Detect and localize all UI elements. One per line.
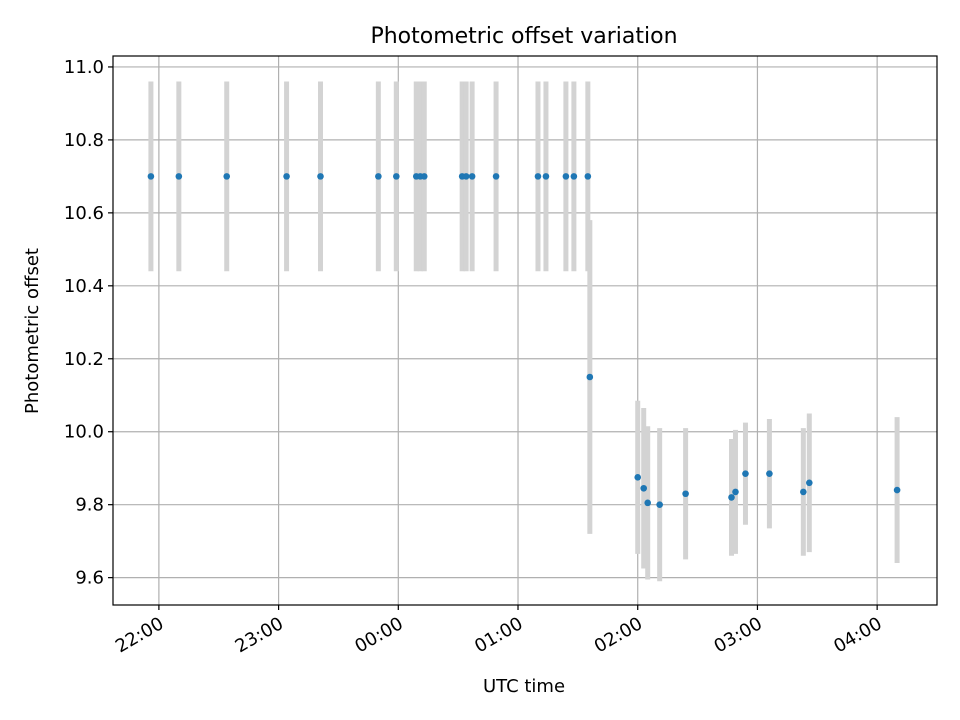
error-bars [148,81,900,582]
x-tick-label: 03:00 [711,613,766,657]
x-axis-label: UTC time [483,676,565,697]
data-point [656,501,663,508]
plot-frame [112,55,938,606]
data-point [742,470,749,477]
y-tick-label: 9.8 [75,495,104,516]
data-point [682,490,689,498]
x-tick-label: 23:00 [232,613,287,657]
data-point [420,173,428,180]
grid [113,56,937,605]
x-tick-label: 04:00 [830,613,885,657]
data-point [375,173,382,180]
data-point [223,173,231,180]
data-point [468,173,476,180]
x-axis-ticks: 22:00 23:00 00:00 01:00 02:00 03:00 04:00 [112,605,886,657]
data-point [175,173,183,180]
data-points [147,173,901,508]
data-point [562,173,570,180]
data-point [462,173,470,180]
data-point [586,373,594,381]
data-point [584,173,592,180]
y-tick-label: 10.6 [64,203,104,224]
data-point [534,173,542,180]
chart-title: Photometric offset variation [370,24,677,49]
data-point [542,173,550,180]
y-axis-ticks: 9.6 9.8 10.0 10.2 10.4 10.6 10.8 11.0 [64,57,113,589]
y-tick-label: 11.0 [64,57,104,78]
x-tick-label: 01:00 [471,613,526,657]
data-point [317,173,324,180]
data-point [570,173,578,180]
y-tick-label: 9.6 [75,568,104,589]
data-point [732,488,739,496]
x-tick-label: 22:00 [112,613,167,657]
data-point [492,173,500,180]
data-point [800,488,807,496]
x-tick-label: 02:00 [591,613,646,657]
data-point [634,474,642,481]
data-point [766,470,773,477]
x-tick-label: 00:00 [351,613,406,657]
data-point [728,494,735,501]
data-point [393,173,400,180]
data-point [644,499,652,507]
data-point [806,479,813,487]
y-tick-label: 10.8 [64,130,104,151]
data-point [147,173,155,180]
y-tick-label: 10.2 [64,349,104,370]
data-point [283,173,290,180]
y-tick-label: 10.4 [64,276,104,297]
y-tick-label: 10.0 [64,422,104,443]
y-axis-label: Photometric offset [22,248,43,414]
data-point [640,484,648,492]
data-point [893,486,901,494]
